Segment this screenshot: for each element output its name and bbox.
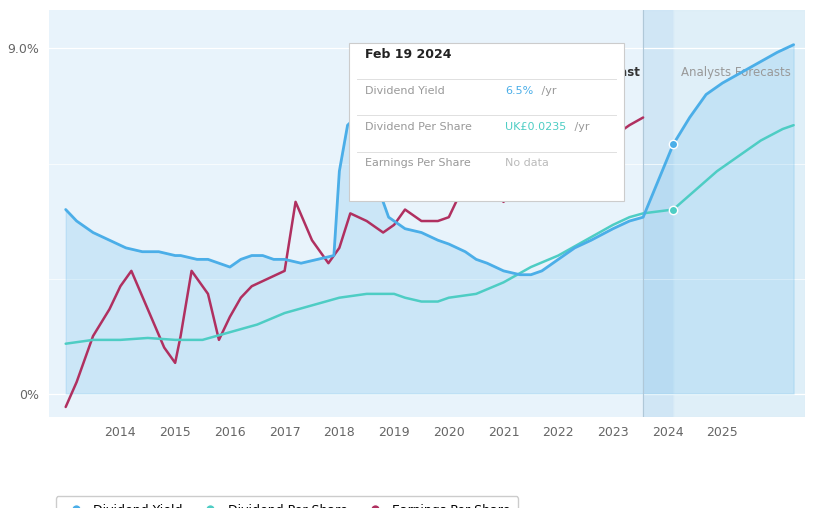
- Text: /yr: /yr: [571, 121, 589, 132]
- Text: UK£0.0235: UK£0.0235: [505, 121, 566, 132]
- Bar: [673, 10, 805, 417]
- Text: 6.5%: 6.5%: [505, 86, 533, 96]
- Bar: [643, 10, 673, 417]
- Text: Dividend Per Share: Dividend Per Share: [365, 121, 472, 132]
- Text: Dividend Yield: Dividend Yield: [365, 86, 445, 96]
- Text: Feb 19 2024: Feb 19 2024: [365, 48, 452, 61]
- Text: Earnings Per Share: Earnings Per Share: [365, 158, 471, 168]
- Text: Past: Past: [612, 66, 640, 79]
- Text: /yr: /yr: [538, 86, 557, 96]
- Legend: Dividend Yield, Dividend Per Share, Earnings Per Share: Dividend Yield, Dividend Per Share, Earn…: [56, 496, 518, 508]
- Text: Analysts Forecasts: Analysts Forecasts: [681, 66, 791, 79]
- Text: No data: No data: [505, 158, 548, 168]
